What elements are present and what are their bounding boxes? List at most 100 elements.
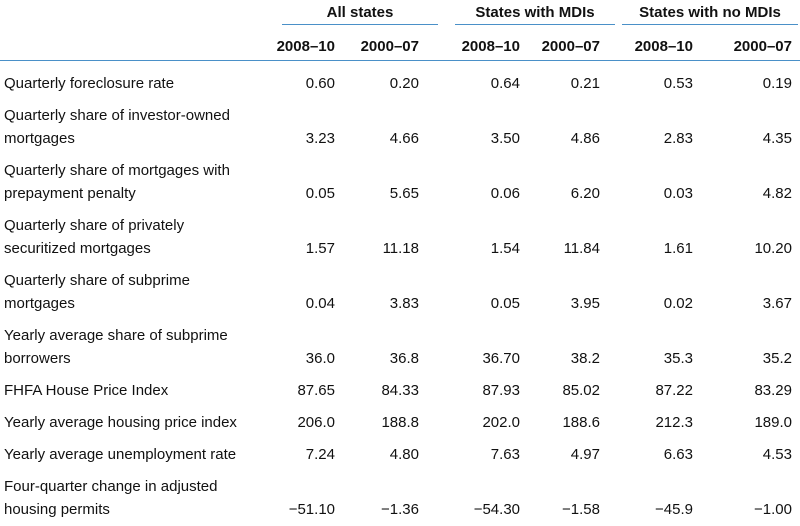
group-underline-states-with-no-mdis	[622, 24, 798, 25]
cell-value: −51.10	[288, 501, 335, 518]
cell-value: 36.70	[482, 350, 520, 367]
cell-value: 7.63	[490, 446, 520, 463]
cell-value: 0.60	[305, 75, 335, 92]
table-row: Yearly average housing price index 206.0…	[0, 404, 800, 436]
row-label-line: Quarterly share of investor-owned	[4, 107, 230, 124]
cell-value: 87.22	[655, 382, 693, 399]
row-label-line: securitized mortgages	[4, 240, 151, 257]
cell-value: 5.65	[389, 185, 419, 202]
cell-value: 0.64	[490, 75, 520, 92]
cell-value: 4.35	[762, 130, 792, 147]
cell-value: −1.36	[381, 501, 419, 518]
cell-value: 0.53	[663, 75, 693, 92]
cell-value: 0.06	[490, 185, 520, 202]
row-label: Yearly average housing price index	[0, 404, 268, 436]
row-label: Yearly average share of subprime borrower…	[0, 317, 268, 372]
cell-value: 0.02	[663, 295, 693, 312]
cell-value: 4.86	[570, 130, 600, 147]
cell-value: 10.20	[754, 240, 792, 257]
row-label: Quarterly share of privately securitized …	[0, 207, 268, 262]
cell-value: 1.61	[663, 240, 693, 257]
row-label-line: FHFA House Price Index	[4, 382, 169, 399]
cell-value: 3.50	[490, 130, 520, 147]
cell-value: 11.84	[563, 240, 600, 257]
table-row: Quarterly foreclosure rate 0.60 0.20 0.6…	[0, 65, 800, 97]
row-label-line: Quarterly foreclosure rate	[4, 75, 175, 92]
cell-value: −45.9	[655, 501, 693, 518]
row-label-line: housing permits	[4, 501, 110, 518]
row-label-line: Yearly average unemployment rate	[4, 446, 237, 463]
cell-value: 6.20	[570, 185, 600, 202]
table-row: Quarterly share of privately securitized …	[0, 207, 800, 262]
cell-value: 87.65	[297, 382, 335, 399]
period-header: 2008–10	[634, 38, 693, 55]
cell-value: 38.2	[570, 350, 600, 367]
cell-value: 85.02	[562, 382, 600, 399]
row-label-line: Quarterly share of privately	[4, 217, 185, 234]
cell-value: 7.24	[305, 446, 335, 463]
row-label: Quarterly share of subprime mortgages	[0, 262, 268, 317]
cell-value: −1.00	[754, 501, 792, 518]
cell-value: 206.0	[297, 414, 335, 431]
table-row: Quarterly share of mortgages with prepaym…	[0, 152, 800, 207]
row-label-line: prepayment penalty	[4, 185, 136, 202]
group-underline-all-states	[282, 24, 438, 25]
row-label: Four-quarter change in adjusted housing p…	[0, 468, 268, 523]
data-table: Quarterly foreclosure rate 0.60 0.20 0.6…	[0, 65, 800, 523]
row-label-line: Yearly average housing price index	[4, 414, 237, 431]
cell-value: 202.0	[482, 414, 520, 431]
cell-value: 0.21	[570, 75, 600, 92]
table-row: Yearly average unemployment rate 7.24 4.…	[0, 436, 800, 468]
row-label-line: Quarterly share of mortgages with	[4, 162, 230, 179]
table-row: FHFA House Price Index 87.65 84.33 87.93…	[0, 372, 800, 404]
cell-value: 35.3	[663, 350, 693, 367]
period-header: 2008–10	[276, 38, 335, 55]
cell-value: 4.82	[762, 185, 792, 202]
cell-value: −1.58	[562, 501, 600, 518]
cell-value: 4.80	[389, 446, 419, 463]
header-rule	[0, 60, 800, 61]
cell-value: 4.66	[389, 130, 419, 147]
row-label: Quarterly foreclosure rate	[0, 65, 268, 97]
row-label-line: mortgages	[4, 295, 75, 312]
row-label-line: mortgages	[4, 130, 75, 147]
cell-value: 188.6	[562, 414, 600, 431]
cell-value: 0.20	[389, 75, 419, 92]
cell-value: 0.04	[305, 295, 335, 312]
cell-value: −54.30	[473, 501, 520, 518]
cell-value: 3.23	[305, 130, 335, 147]
cell-value: 36.8	[389, 350, 419, 367]
cell-value: 212.3	[655, 414, 693, 431]
cell-value: 1.54	[490, 240, 520, 257]
row-label: Quarterly share of investor-owned mortgag…	[0, 97, 268, 152]
group-header-states-with-mdis: States with MDIs	[475, 4, 595, 21]
cell-value: 3.83	[389, 295, 419, 312]
cell-value: 4.97	[570, 446, 600, 463]
cell-value: 3.67	[762, 295, 792, 312]
cell-value: 35.2	[762, 350, 792, 367]
cell-value: 0.19	[762, 75, 792, 92]
table-row: Four-quarter change in adjusted housing p…	[0, 468, 800, 523]
cell-value: 3.95	[570, 295, 600, 312]
row-label: FHFA House Price Index	[0, 372, 268, 404]
cell-value: 83.29	[754, 382, 792, 399]
table-row: Yearly average share of subprime borrower…	[0, 317, 800, 372]
cell-value: 1.57	[305, 240, 335, 257]
cell-value: 87.93	[482, 382, 520, 399]
cell-value: 2.83	[663, 130, 693, 147]
group-underline-states-with-mdis	[455, 24, 615, 25]
row-label-line: Four-quarter change in adjusted	[4, 478, 218, 495]
period-header: 2000–07	[733, 38, 792, 55]
period-header: 2000–07	[360, 38, 419, 55]
row-label-line: Yearly average share of subprime	[4, 327, 228, 344]
cell-value: 188.8	[381, 414, 419, 431]
table-row: Quarterly share of subprime mortgages 0.0…	[0, 262, 800, 317]
row-label-line: borrowers	[4, 350, 71, 367]
cell-value: 0.05	[305, 185, 335, 202]
group-header-states-with-no-mdis: States with no MDIs	[639, 4, 781, 21]
cell-value: 36.0	[305, 350, 335, 367]
table-row: Quarterly share of investor-owned mortgag…	[0, 97, 800, 152]
cell-value: 11.18	[382, 240, 419, 257]
cell-value: 0.03	[663, 185, 693, 202]
period-header: 2000–07	[541, 38, 600, 55]
